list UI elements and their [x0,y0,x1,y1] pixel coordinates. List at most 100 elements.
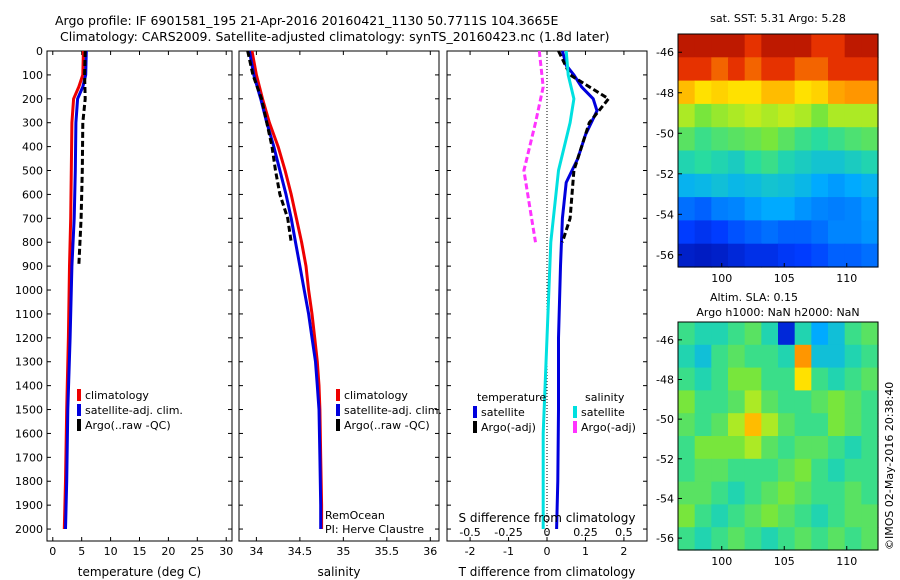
y-tick-label: -50 [656,413,674,426]
heatmap-cell [844,504,862,528]
heatmap-cell [711,344,729,369]
heatmap-cell [794,220,812,245]
heatmap-cell [861,458,879,483]
y-tick-label: 1400 [15,380,43,393]
heatmap-cell [794,103,812,128]
x-tick-label: 10 [104,545,118,558]
heatmap-cell [694,413,712,437]
x-tick-label: 1 [582,545,589,558]
heatmap-cell [711,458,729,483]
heatmap-cell [761,504,779,528]
heatmap-cell [844,344,862,369]
heatmap-cell [744,504,762,528]
heatmap-cell [828,57,846,82]
heatmap-cell [811,80,829,105]
y-tick-label: 1700 [15,451,43,464]
heatmap-cell [761,173,779,198]
heatmap-cell [678,150,696,175]
heatmap-cell [728,527,746,551]
series-line [77,50,87,267]
x-tick-label: 110 [836,272,857,285]
heatmap-cell [861,220,879,245]
heatmap-cell [861,504,879,528]
heatmap-cell [844,173,862,198]
heatmap-cell [711,34,729,58]
heatmap-cell [794,173,812,198]
heatmap-cell [678,458,696,483]
heatmap-cell [728,127,746,152]
x-tick-label: 34.5 [288,545,313,558]
heatmap-cell [828,481,846,505]
y-tick-label: -52 [656,453,674,466]
heatmap-cell [861,127,879,152]
heatmap-cell [728,34,746,58]
heatmap-cell [694,390,712,414]
heatmap-cell [761,390,779,414]
heatmap-cell [828,197,846,221]
y-tick-label: 300 [22,117,43,130]
heatmap-cell [794,504,812,528]
temperature-panel: 0 5 10 15 20 25 300100200300400500600700800900… [15,45,233,579]
heatmap-cell [794,481,812,505]
heatmap-cell [761,127,779,152]
heatmap-cell [711,220,729,245]
x-axis-label: T difference from climatology [458,565,636,579]
heatmap-cell [744,103,762,128]
heatmap-cell [761,197,779,221]
heatmap-cell [744,243,762,268]
heatmap-cell [711,481,729,505]
y-tick-label: -46 [656,46,674,59]
y-tick-label: 800 [22,236,43,249]
heatmap-cell [761,458,779,483]
x-axis-label: temperature (deg C) [78,565,201,579]
heatmap-cell [711,390,729,414]
heatmap-cell [761,322,779,346]
heatmap-cell [861,322,879,346]
heatmap-cell [811,527,829,551]
heatmap-cell [728,150,746,175]
heatmap-cell [794,527,812,551]
heatmap-cell [728,458,746,483]
heatmap-cell [728,103,746,128]
heatmap-cell [844,390,862,414]
sla-map-panel: 100 105 110 -46 -48 -50 -52 -54 -56 Altim. SLA: 0… [656,291,879,568]
y-tick-label: 600 [22,188,43,201]
heatmap-cell [694,504,712,528]
y-tick-label: 1600 [15,427,43,440]
legend-entry: Argo(-adj) [581,421,636,434]
x-tick-label: 20 [161,545,175,558]
legend-swatch [473,421,477,433]
legend-entry: satellite-adj. clim. [344,404,442,417]
heatmap-cell [811,436,829,460]
figure-title-line1: Argo profile: IF 6901581_195 21-Apr-2016… [55,13,558,28]
heatmap-cell [778,220,796,245]
heatmap-cell [861,173,879,198]
heatmap-cell [828,34,846,58]
y-tick-label: 500 [22,165,43,178]
heatmap-cell [861,481,879,505]
legend-entry: satellite-adj. clim. [85,404,183,417]
y-tick-label: -46 [656,334,674,347]
heatmap-cell [728,390,746,414]
y-tick-label: -56 [656,532,674,545]
heatmap-cell [844,436,862,460]
heatmap-cell [778,413,796,437]
heatmap-cell [728,436,746,460]
heatmap-cell [778,481,796,505]
heatmap-cell [811,322,829,346]
heatmap-cell [694,220,712,245]
heatmap-cell [794,197,812,221]
heatmap-cell [744,80,762,105]
y-tick-label: 1800 [15,475,43,488]
heatmap-cell [711,527,729,551]
heatmap-cell [811,504,829,528]
x-tick-label: 105 [774,555,795,568]
heatmap-cell [711,436,729,460]
y-tick-label: 100 [22,69,43,82]
heatmap-cell [811,103,829,128]
legend-swatch [336,419,340,431]
heatmap-cell [694,322,712,346]
s-axis-label: S difference from climatology [459,511,636,525]
heatmap-cell [811,34,829,58]
legend-swatch [336,404,340,416]
